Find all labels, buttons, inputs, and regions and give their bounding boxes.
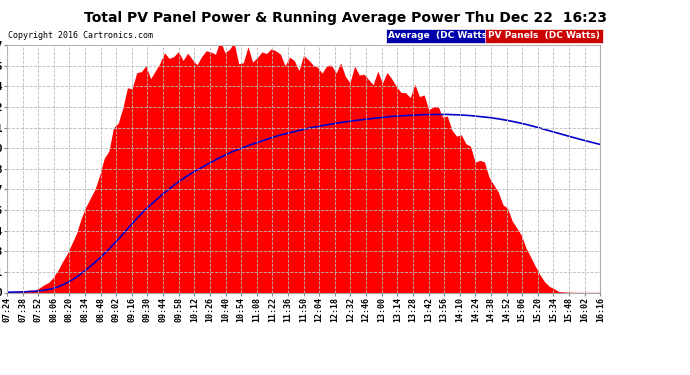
Text: Average  (DC Watts): Average (DC Watts) [388, 32, 492, 40]
Text: PV Panels  (DC Watts): PV Panels (DC Watts) [488, 32, 600, 40]
Text: Copyright 2016 Cartronics.com: Copyright 2016 Cartronics.com [8, 32, 153, 40]
Text: Total PV Panel Power & Running Average Power Thu Dec 22  16:23: Total PV Panel Power & Running Average P… [83, 11, 607, 25]
